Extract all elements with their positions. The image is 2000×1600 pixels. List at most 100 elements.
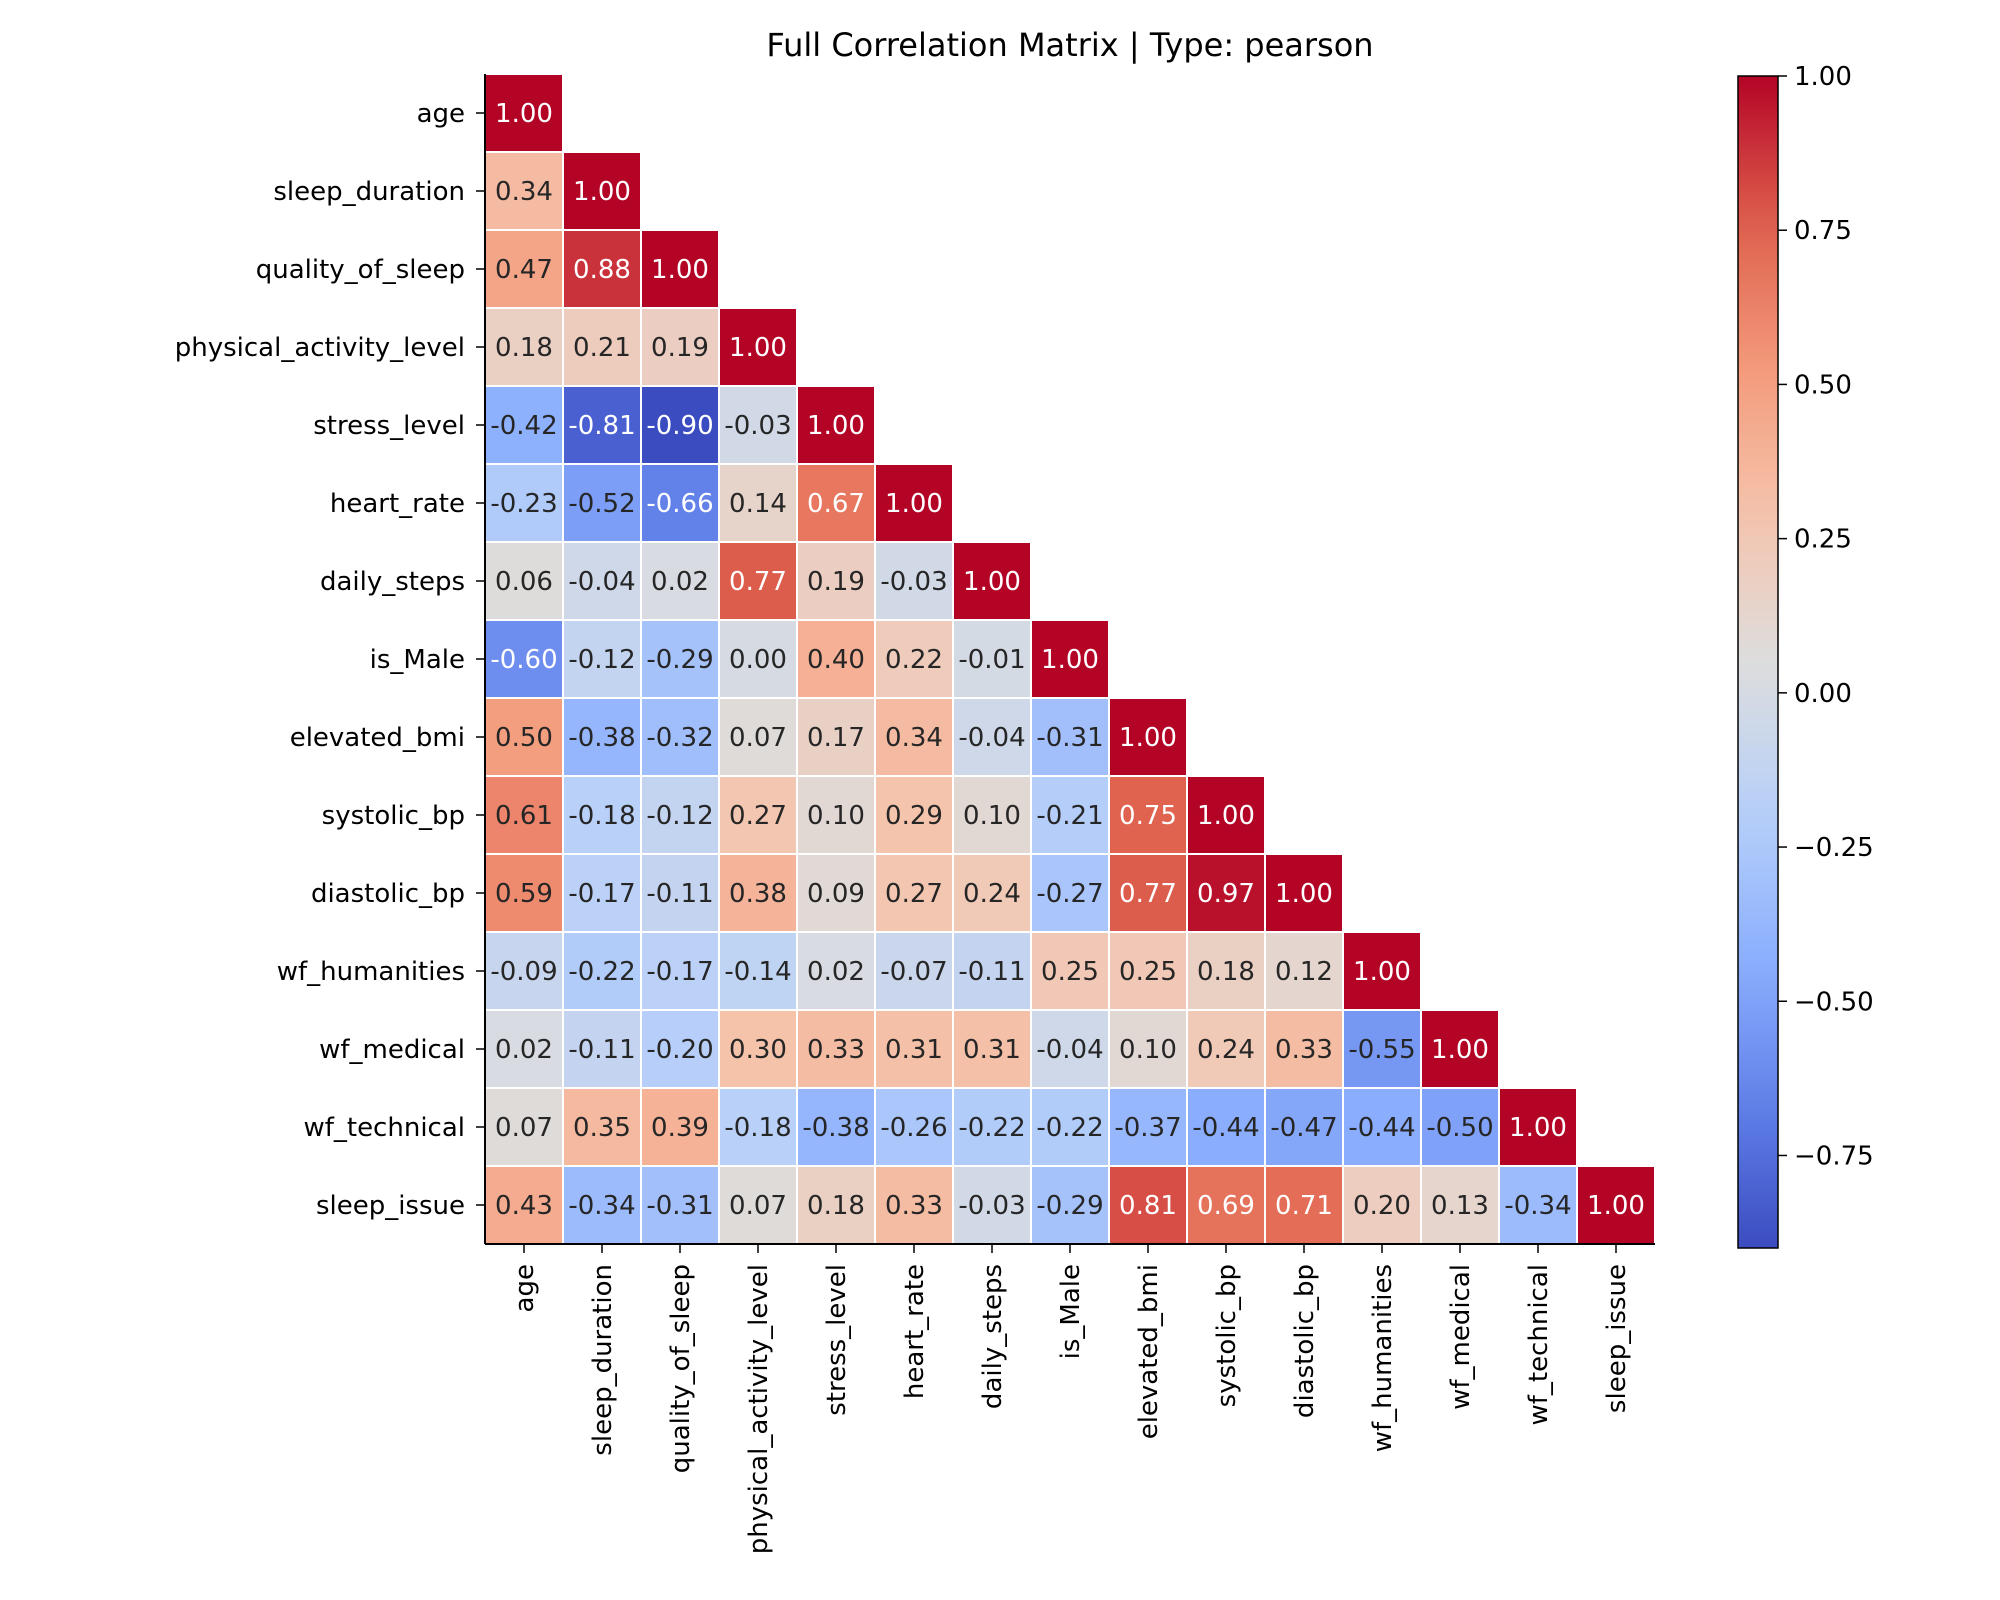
heatmap-cell-daily_steps-heart_rate (874, 541, 954, 621)
cell-value-label: -0.22 (1036, 1113, 1103, 1143)
cell-value-label: 0.71 (1275, 1191, 1333, 1221)
cell-value-label: -0.11 (568, 1035, 635, 1065)
cell-value-label: -0.17 (568, 879, 635, 909)
cell-value-label: -0.29 (1036, 1191, 1103, 1221)
cell-value-label: 0.19 (651, 333, 709, 363)
x-tick-label: physical_activity_level (744, 1264, 774, 1554)
cell-value-label: 0.27 (729, 801, 787, 831)
cell-value-label: 0.07 (729, 723, 787, 753)
cell-value-label: -0.90 (646, 411, 713, 441)
cell-value-label: -0.04 (958, 723, 1025, 753)
cell-value-label: 0.02 (495, 1035, 553, 1065)
cell-value-label: -0.01 (958, 645, 1025, 675)
cell-value-label: -0.21 (1036, 801, 1103, 831)
heatmap-cell-wf_humanities-wf_humanities (1342, 931, 1422, 1011)
cell-value-label: 0.31 (885, 1035, 943, 1065)
heatmap-cell-wf_technical-stress_level (796, 1087, 876, 1167)
cell-value-label: 0.10 (963, 801, 1021, 831)
heatmap-cell-heart_rate-physical_activity_level (718, 463, 798, 543)
y-tick-label: sleep_duration (273, 177, 465, 207)
cell-value-label: 0.20 (1353, 1191, 1411, 1221)
heatmap-cell-heart_rate-stress_level (796, 463, 876, 543)
heatmap-cell-wf_technical-wf_humanities (1342, 1087, 1422, 1167)
heatmap-cell-wf_technical-daily_steps (952, 1087, 1032, 1167)
heatmap-cell-wf_humanities-age (484, 931, 564, 1011)
x-tick-label: elevated_bmi (1134, 1264, 1164, 1439)
cell-value-label: 0.97 (1197, 879, 1255, 909)
cell-value-label: 0.67 (807, 489, 865, 519)
heatmap-cell-diastolic_bp-elevated_bmi (1108, 853, 1188, 933)
heatmap-cell-wf_medical-physical_activity_level (718, 1009, 798, 1089)
heatmap-cell-systolic_bp-quality_of_sleep (640, 775, 720, 855)
heatmap-cell-sleep_issue-wf_medical (1420, 1165, 1500, 1245)
cell-value-label: 1.00 (807, 411, 865, 441)
cell-value-label: -0.11 (958, 957, 1025, 987)
cell-value-label: -0.12 (568, 645, 635, 675)
cell-value-label: -0.03 (880, 567, 947, 597)
heatmap-cell-wf_technical-wf_medical (1420, 1087, 1500, 1167)
cell-value-label: -0.22 (958, 1113, 1025, 1143)
cell-value-label: -0.31 (1036, 723, 1103, 753)
cell-value-label: 0.43 (495, 1191, 553, 1221)
heatmap-cell-elevated_bmi-age (484, 697, 564, 777)
heatmap-cell-wf_medical-wf_medical (1420, 1009, 1500, 1089)
heatmap-cell-wf_technical-heart_rate (874, 1087, 954, 1167)
cell-value-label: 0.34 (885, 723, 943, 753)
x-tick-label: daily_steps (978, 1264, 1008, 1409)
cell-value-label: 0.24 (1197, 1035, 1255, 1065)
cell-value-label: -0.38 (802, 1113, 869, 1143)
heatmap-cell-wf_medical-diastolic_bp (1264, 1009, 1344, 1089)
cell-value-label: 0.25 (1041, 957, 1099, 987)
heatmap-cell-sleep_issue-stress_level (796, 1165, 876, 1245)
heatmap-cell-systolic_bp-heart_rate (874, 775, 954, 855)
y-tick-label: stress_level (313, 411, 465, 441)
cell-value-label: -0.52 (568, 489, 635, 519)
heatmap-cell-elevated_bmi-physical_activity_level (718, 697, 798, 777)
heatmap-cell-wf_technical-wf_technical (1498, 1087, 1578, 1167)
cell-value-label: -0.44 (1192, 1113, 1259, 1143)
cell-value-label: 1.00 (1275, 879, 1333, 909)
heatmap-cell-systolic_bp-elevated_bmi (1108, 775, 1188, 855)
heatmap-cell-wf_humanities-sleep_duration (562, 931, 642, 1011)
cell-value-label: -0.34 (1504, 1191, 1571, 1221)
cell-value-label: 1.00 (1119, 723, 1177, 753)
heatmap-cell-elevated_bmi-heart_rate (874, 697, 954, 777)
cell-value-label: 0.13 (1431, 1191, 1489, 1221)
cell-value-label: -0.42 (490, 411, 557, 441)
cell-value-label: 0.33 (885, 1191, 943, 1221)
heatmap-cell-wf_humanities-systolic_bp (1186, 931, 1266, 1011)
heatmap-cell-diastolic_bp-heart_rate (874, 853, 954, 933)
heatmap-cell-sleep_issue-systolic_bp (1186, 1165, 1266, 1245)
y-tick-label: age (417, 99, 465, 129)
cell-value-label: -0.14 (724, 957, 791, 987)
cell-value-label: 0.25 (1119, 957, 1177, 987)
y-tick-label: physical_activity_level (175, 333, 465, 363)
heatmap-cell-physical_activity_level-sleep_duration (562, 307, 642, 387)
cell-value-label: -0.23 (490, 489, 557, 519)
x-tick-label: systolic_bp (1212, 1264, 1242, 1407)
cell-value-label: 0.06 (495, 567, 553, 597)
heatmap-cell-wf_humanities-elevated_bmi (1108, 931, 1188, 1011)
heatmap-cell-sleep_issue-sleep_issue (1576, 1165, 1656, 1245)
x-tick-label: sleep_issue (1602, 1264, 1632, 1413)
cell-value-label: 1.00 (1353, 957, 1411, 987)
cell-value-label: 0.29 (885, 801, 943, 831)
cell-value-labels: 1.00 0.34 1.00 0.47 0.88 1.00 0.18 0.21 0.19 1.00… (490, 99, 1645, 1221)
heatmap-cell-elevated_bmi-elevated_bmi (1108, 697, 1188, 777)
cell-value-label: 0.31 (963, 1035, 1021, 1065)
cell-value-label: 0.40 (807, 645, 865, 675)
cell-value-label: 0.88 (573, 255, 631, 285)
cell-value-label: 1.00 (1197, 801, 1255, 831)
cell-value-label: 1.00 (1431, 1035, 1489, 1065)
heatmap-cell-sleep_issue-diastolic_bp (1264, 1165, 1344, 1245)
cell-value-label: -0.18 (568, 801, 635, 831)
heatmap-cell-wf_technical-physical_activity_level (718, 1087, 798, 1167)
y-tick-label: daily_steps (320, 567, 465, 597)
heatmap-cell-is_Male-age (484, 619, 564, 699)
cell-value-label: -0.47 (1270, 1113, 1337, 1143)
heatmap-cell-wf_medical-age (484, 1009, 564, 1089)
y-tick-label: elevated_bmi (290, 723, 465, 753)
heatmap-cell-wf_humanities-physical_activity_level (718, 931, 798, 1011)
cell-value-label: 0.14 (729, 489, 787, 519)
cell-value-label: -0.04 (568, 567, 635, 597)
